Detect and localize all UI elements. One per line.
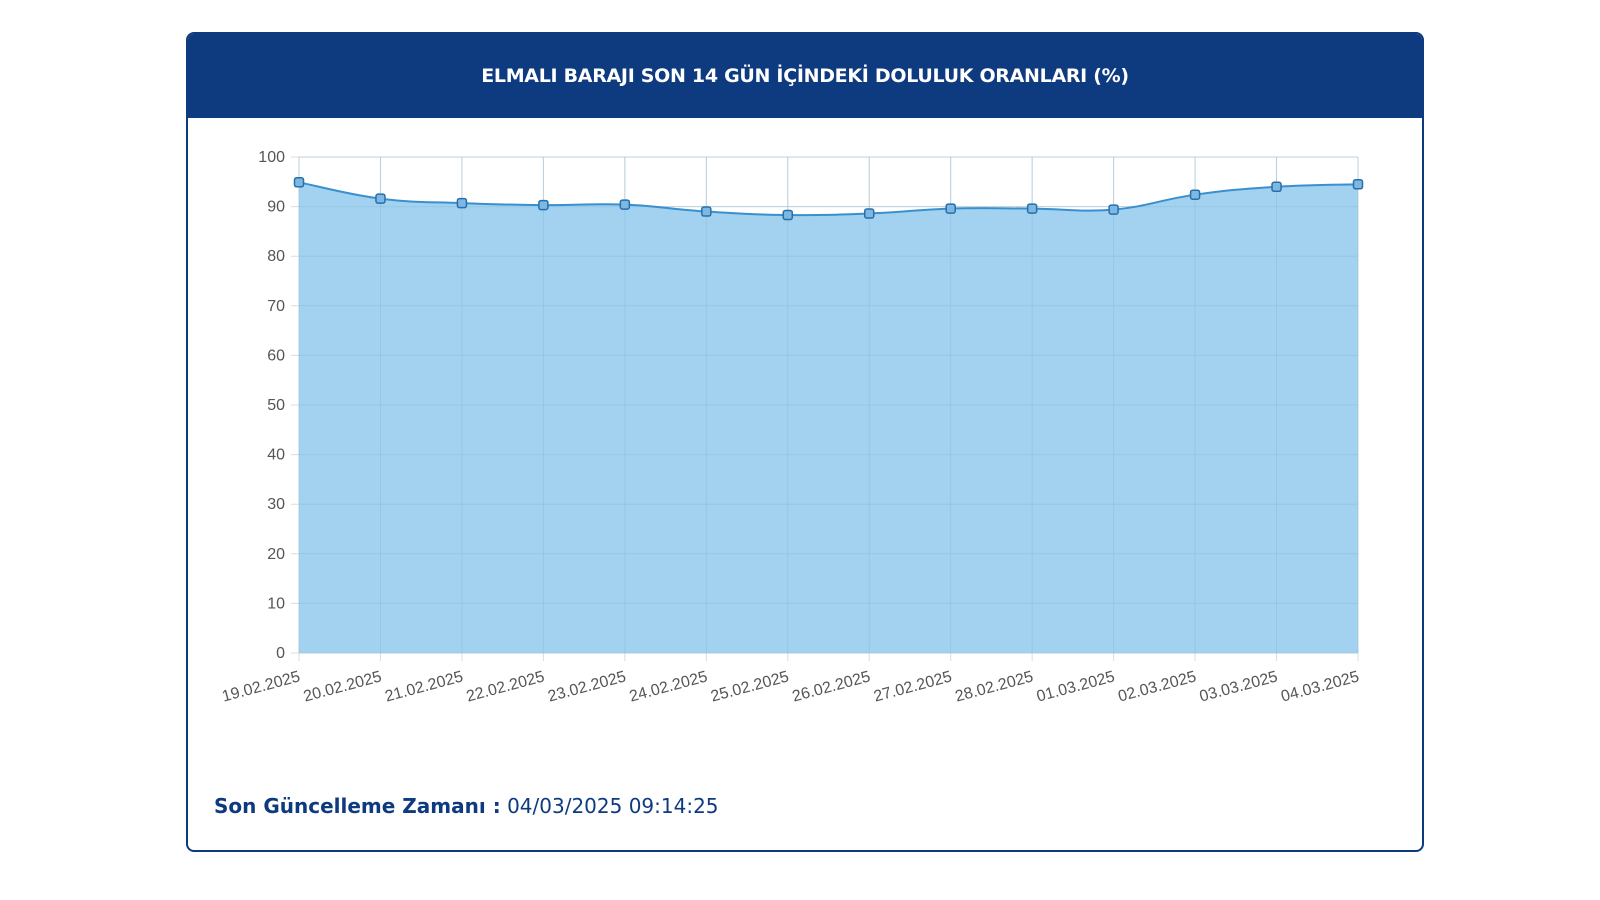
last-update-value: 04/03/2025 09:14:25 [507, 794, 719, 818]
data-point [538, 199, 549, 211]
data-point [456, 197, 468, 209]
x-tick-label: 19.02.2025 [220, 668, 302, 705]
x-tick-label: 01.03.2025 [1035, 668, 1117, 705]
x-tick-label: 20.02.2025 [302, 668, 384, 705]
x-tick-label: 21.02.2025 [383, 668, 465, 705]
y-tick-label: 70 [267, 298, 285, 315]
series-area [299, 182, 1358, 653]
x-tick-label: 25.02.2025 [709, 668, 791, 705]
data-point [863, 208, 875, 219]
x-tick-label: 04.03.2025 [1279, 668, 1361, 705]
data-point [619, 199, 631, 210]
y-tick-label: 100 [258, 149, 285, 166]
series-line [298, 181, 1359, 217]
last-update-label: Son Güncelleme Zamanı : [214, 794, 501, 818]
y-tick-label: 50 [267, 397, 285, 414]
y-tick-label: 10 [267, 595, 285, 612]
data-point [1352, 179, 1364, 190]
x-tick-label: 03.03.2025 [1198, 668, 1280, 705]
data-point [782, 209, 794, 221]
y-tick-label: 20 [267, 546, 285, 563]
x-tick-label: 02.03.2025 [1116, 668, 1198, 705]
data-point [945, 203, 956, 214]
x-tick-label: 26.02.2025 [791, 668, 873, 705]
data-point [1026, 203, 1038, 214]
data-point [1189, 189, 1201, 200]
x-tick-label: 28.02.2025 [953, 668, 1035, 705]
y-tick-label: 40 [267, 447, 285, 464]
last-update: Son Güncelleme Zamanı : 04/03/2025 09:14… [214, 794, 719, 818]
chart-card: ELMALI BARAJI SON 14 GÜN İÇİNDEKİ DOLULU… [186, 32, 1424, 852]
data-point [1271, 181, 1282, 193]
x-tick-label: 24.02.2025 [628, 668, 710, 705]
data-point [701, 206, 712, 217]
card-header: ELMALI BARAJI SON 14 GÜN İÇİNDEKİ DOLULU… [188, 34, 1422, 118]
y-tick-label: 30 [267, 496, 285, 513]
x-tick-label: 23.02.2025 [546, 668, 628, 705]
data-point [375, 193, 386, 204]
data-point [293, 177, 305, 188]
y-tick-label: 0 [276, 645, 285, 662]
y-tick-label: 80 [267, 248, 285, 265]
y-tick-label: 90 [267, 199, 285, 216]
x-tick-label: 22.02.2025 [465, 668, 547, 705]
data-point [1108, 204, 1119, 215]
chart-title: ELMALI BARAJI SON 14 GÜN İÇİNDEKİ DOLULU… [481, 65, 1129, 87]
x-tick-label: 27.02.2025 [872, 668, 954, 705]
y-tick-label: 60 [267, 347, 285, 364]
chart-svg: 0 10 20 30 40 50 60 70 80 90 100 19.02.2025 20.02.20… [220, 149, 1364, 706]
